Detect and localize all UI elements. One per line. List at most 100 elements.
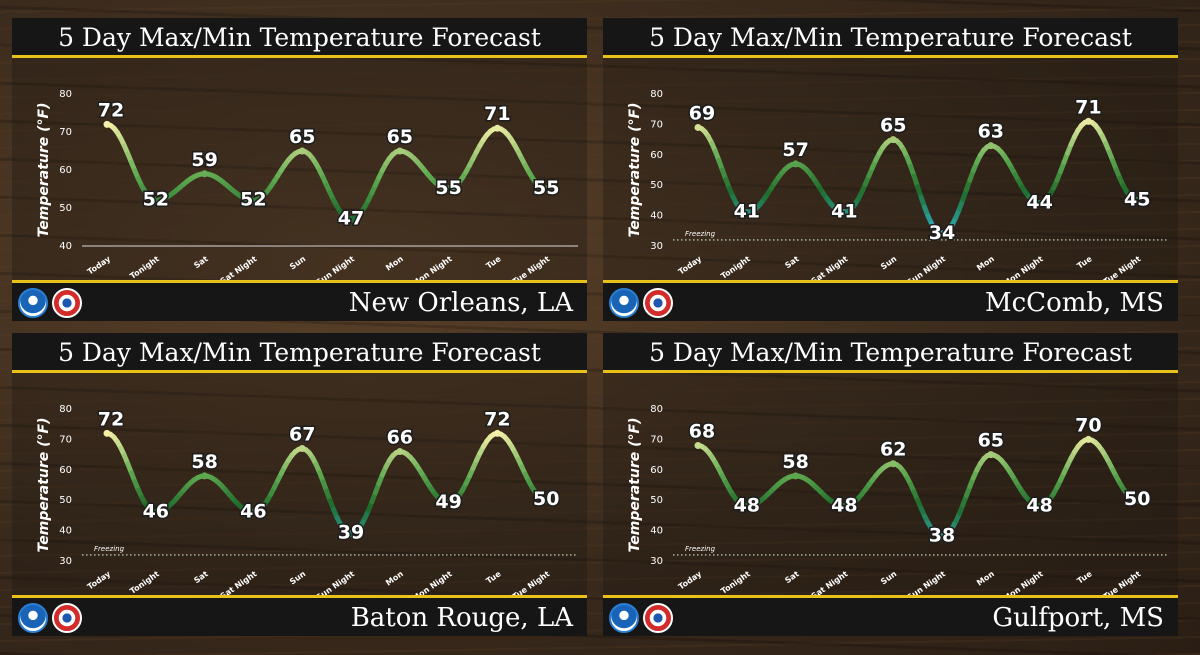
x-tick-label: Sun Night	[905, 254, 947, 280]
forecast-panel-baton-rouge: 5 Day Max/Min Temperature Forecast Tempe…	[12, 333, 587, 636]
location-label: New Orleans, LA	[348, 288, 573, 318]
data-label: 48	[734, 494, 760, 516]
x-tick-label: Today	[677, 254, 704, 277]
x-tick-label: Tue	[485, 569, 503, 586]
data-point	[889, 136, 897, 144]
data-point	[298, 147, 306, 155]
data-label: 44	[1026, 191, 1052, 213]
y-tick-label: 50	[650, 180, 663, 191]
data-label: 52	[240, 188, 266, 210]
nws-logo-icon	[52, 288, 82, 318]
x-tick-label: Sat Night	[810, 254, 850, 280]
data-point	[938, 533, 946, 541]
x-tick-label: Mon Night	[1001, 569, 1044, 595]
freezing-label: Freezing	[685, 230, 716, 238]
location-label: Baton Rouge, LA	[350, 603, 573, 633]
x-tick-label: Tonight	[719, 569, 752, 595]
data-point	[743, 209, 751, 217]
x-tick-label: Sat Night	[810, 569, 850, 595]
panel-title: 5 Day Max/Min Temperature Forecast	[603, 333, 1178, 373]
x-tick-label: Today	[86, 254, 113, 277]
location-label: McComb, MS	[985, 288, 1164, 318]
data-point	[792, 160, 800, 168]
x-tick-label: Tue Night	[511, 569, 552, 595]
y-tick-label: 40	[59, 526, 72, 537]
data-point	[840, 502, 848, 510]
x-tick-label: Tue Night	[511, 254, 552, 280]
x-tick-label: Mon Night	[410, 569, 453, 595]
data-point	[103, 429, 111, 437]
data-label: 41	[831, 201, 857, 223]
panel-footer: Gulfport, MS	[603, 595, 1178, 636]
y-tick-label: 80	[59, 404, 72, 415]
x-tick-label: Sun Night	[314, 254, 356, 280]
data-point	[694, 123, 702, 131]
x-tick-label: Mon	[384, 254, 405, 273]
noaa-logo-icon	[18, 288, 48, 318]
y-tick-label: 40	[650, 211, 663, 222]
data-point	[889, 460, 897, 468]
x-tick-label: Sat	[783, 254, 801, 270]
y-tick-label: 60	[59, 465, 72, 476]
y-tick-label: 60	[650, 465, 663, 476]
x-tick-label: Tue Night	[1102, 569, 1143, 595]
data-point	[396, 448, 404, 456]
x-tick-label: Mon	[975, 569, 996, 588]
nws-logo-icon	[643, 288, 673, 318]
data-label: 72	[98, 99, 124, 121]
x-tick-label: Tue	[485, 254, 503, 271]
data-label: 49	[435, 491, 461, 513]
data-point	[840, 209, 848, 217]
x-tick-label: Sat Night	[219, 569, 259, 595]
data-label: 58	[782, 451, 808, 473]
data-point	[1036, 199, 1044, 207]
data-point	[493, 124, 501, 132]
data-label: 65	[289, 126, 315, 148]
data-label: 71	[484, 103, 510, 125]
data-point	[249, 196, 257, 204]
data-label: 50	[1124, 488, 1150, 510]
data-point	[298, 445, 306, 453]
data-label: 48	[831, 494, 857, 516]
x-tick-label: Sat	[192, 569, 210, 585]
temperature-chart-baton-rouge: Temperature (°F) 30 40 50 60 70 80 Freezing 72 To…	[36, 404, 578, 595]
data-point	[1036, 502, 1044, 510]
panel-title: 5 Day Max/Min Temperature Forecast	[12, 18, 587, 58]
data-point	[1084, 117, 1092, 125]
y-tick-label: 40	[650, 526, 663, 537]
data-label: 67	[289, 424, 315, 446]
y-tick-label: 60	[59, 165, 72, 176]
data-label: 55	[435, 177, 461, 199]
y-axis-title: Temperature (°F)	[627, 103, 643, 238]
y-tick-label: 70	[59, 434, 72, 445]
data-label: 46	[240, 500, 266, 522]
x-tick-label: Sat	[783, 569, 801, 585]
noaa-logo-icon	[18, 603, 48, 633]
temperature-chart-new-orleans: Temperature (°F) 40 50 60 70 80 72 Today 52 Tonig…	[36, 89, 578, 280]
data-label: 34	[929, 222, 955, 244]
data-label: 66	[387, 427, 413, 449]
data-label: 47	[338, 207, 364, 229]
panel-footer: New Orleans, LA	[12, 280, 587, 321]
x-tick-label: Today	[677, 569, 704, 592]
data-point	[987, 451, 995, 459]
noaa-logo-icon	[609, 288, 639, 318]
y-axis-title: Temperature (°F)	[36, 103, 52, 238]
data-point	[103, 120, 111, 128]
data-point	[445, 185, 453, 193]
data-label: 72	[484, 408, 510, 430]
nws-logo-icon	[52, 603, 82, 633]
data-point	[987, 142, 995, 150]
data-label: 65	[880, 115, 906, 137]
data-label: 68	[689, 420, 715, 442]
data-label: 48	[1026, 494, 1052, 516]
x-tick-label: Tue	[1076, 254, 1094, 271]
x-tick-label: Tonight	[719, 254, 752, 280]
data-label: 65	[387, 126, 413, 148]
temperature-chart-mccomb: Temperature (°F) 30 40 50 60 70 80 Freezing 69 To…	[627, 89, 1169, 280]
y-tick-label: 30	[650, 241, 663, 252]
data-label: 71	[1075, 96, 1101, 118]
y-tick-label: 70	[650, 119, 663, 130]
data-point	[152, 508, 160, 516]
x-tick-label: Sat	[192, 254, 210, 270]
